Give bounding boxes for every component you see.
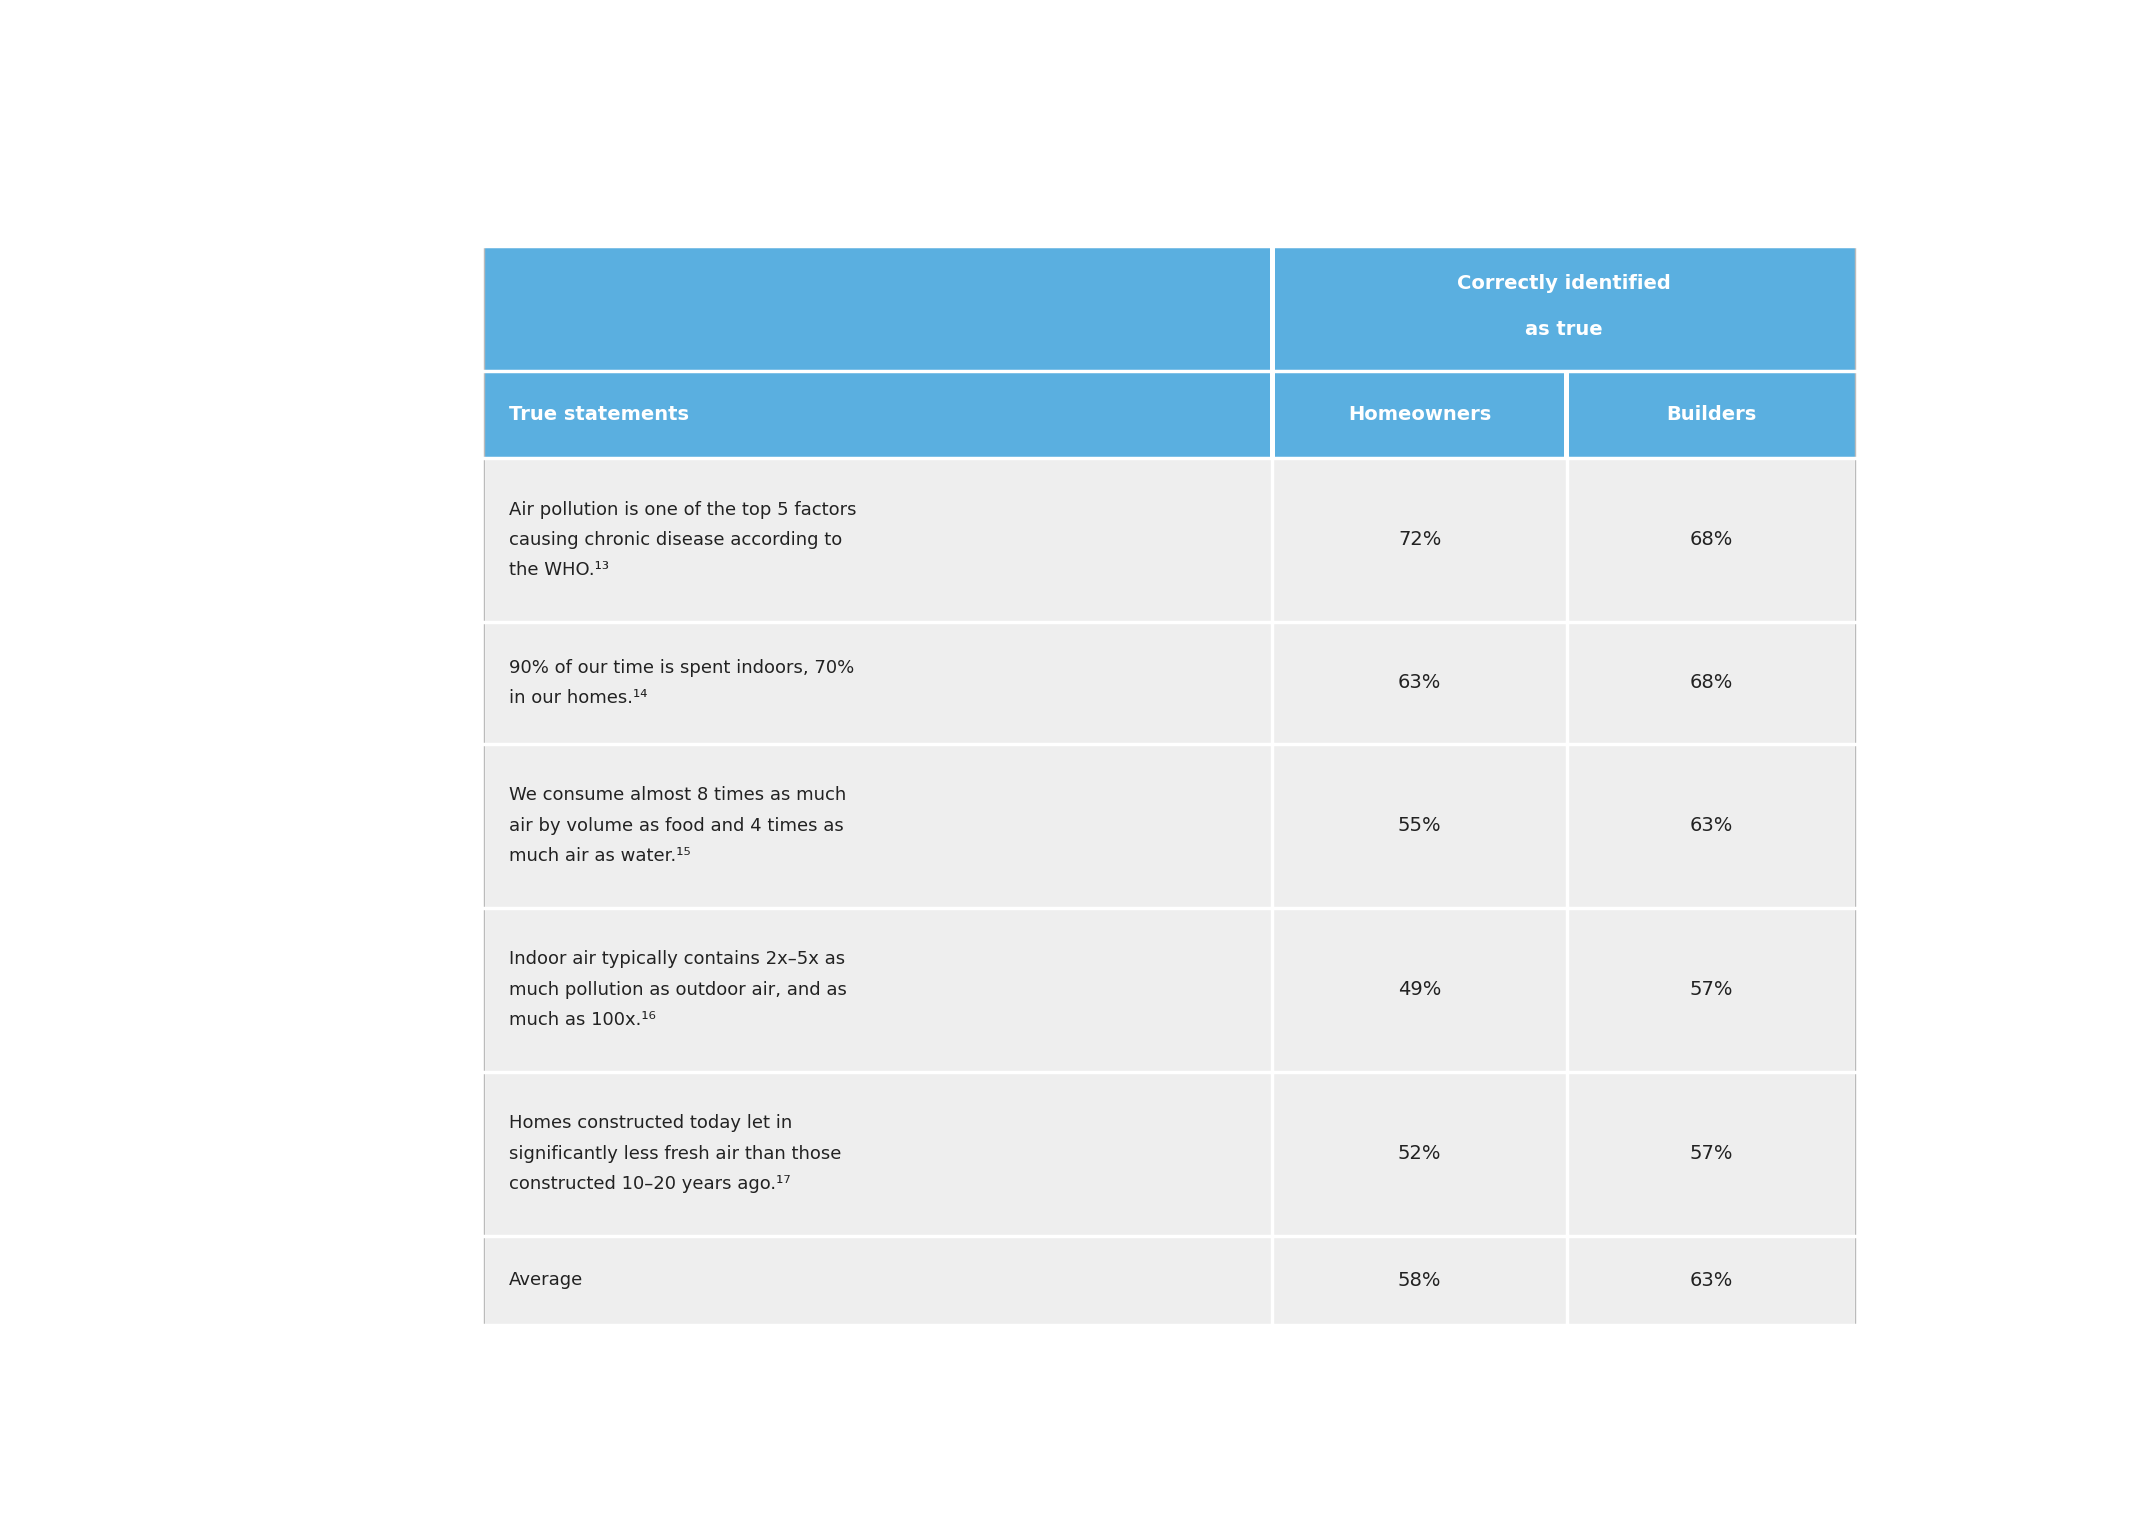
Text: We consume almost 8 times as much: We consume almost 8 times as much (508, 786, 847, 805)
Text: Homes constructed today let in: Homes constructed today let in (508, 1114, 791, 1132)
Text: Correctly identified: Correctly identified (1456, 273, 1670, 293)
Bar (485, 744, 1271, 908)
Bar (1567, 622, 1855, 744)
Bar (1567, 744, 1855, 908)
Text: 57%: 57% (1689, 1145, 1732, 1163)
Bar (1269, 246, 1276, 372)
Bar (1271, 458, 1567, 622)
Text: in our homes.¹⁴: in our homes.¹⁴ (508, 689, 647, 707)
Text: 72%: 72% (1398, 530, 1441, 550)
Text: much as 100x.¹⁶: much as 100x.¹⁶ (508, 1011, 656, 1029)
Text: the WHO.¹³: the WHO.¹³ (508, 562, 609, 580)
Text: 63%: 63% (1398, 674, 1441, 692)
Bar (1567, 1236, 1855, 1325)
Bar (1567, 458, 1855, 622)
Text: Average: Average (508, 1272, 583, 1289)
Bar (1567, 908, 1855, 1072)
Text: 68%: 68% (1689, 674, 1732, 692)
Bar (485, 1072, 1271, 1236)
Text: 49%: 49% (1398, 981, 1441, 999)
Text: causing chronic disease according to: causing chronic disease according to (508, 531, 843, 550)
Text: True statements: True statements (508, 405, 688, 424)
Bar (1271, 1072, 1567, 1236)
Text: Air pollution is one of the top 5 factors: Air pollution is one of the top 5 factor… (508, 501, 855, 519)
Bar (1269, 372, 1276, 458)
Bar (1565, 372, 1569, 458)
Text: much air as water.¹⁵: much air as water.¹⁵ (508, 847, 690, 865)
Text: 90% of our time is spent indoors, 70%: 90% of our time is spent indoors, 70% (508, 659, 853, 677)
Bar (1271, 622, 1567, 744)
Bar (1567, 1072, 1855, 1236)
Bar (1271, 246, 1855, 372)
Bar (485, 1236, 1271, 1325)
Bar (1271, 372, 1567, 458)
Text: air by volume as food and 4 times as: air by volume as food and 4 times as (508, 817, 845, 835)
Bar (485, 372, 1271, 458)
Bar (485, 622, 1271, 744)
Text: significantly less fresh air than those: significantly less fresh air than those (508, 1145, 840, 1163)
Bar (1271, 908, 1567, 1072)
Bar (485, 458, 1271, 622)
Bar (485, 246, 1271, 372)
Text: Indoor air typically contains 2x–5x as: Indoor air typically contains 2x–5x as (508, 950, 845, 968)
Text: 63%: 63% (1689, 1271, 1732, 1290)
Text: 55%: 55% (1398, 817, 1441, 835)
Text: constructed 10–20 years ago.¹⁷: constructed 10–20 years ago.¹⁷ (508, 1175, 791, 1193)
Bar (1567, 372, 1855, 458)
Text: 52%: 52% (1398, 1145, 1441, 1163)
Text: 63%: 63% (1689, 817, 1732, 835)
Text: 68%: 68% (1689, 530, 1732, 550)
Text: 58%: 58% (1398, 1271, 1441, 1290)
Text: 57%: 57% (1689, 981, 1732, 999)
Text: as true: as true (1524, 320, 1602, 340)
Bar (485, 908, 1271, 1072)
Text: Homeowners: Homeowners (1349, 405, 1492, 424)
Bar (485, 246, 1855, 1325)
Text: Builders: Builders (1666, 405, 1756, 424)
Bar (1271, 744, 1567, 908)
Text: much pollution as outdoor air, and as: much pollution as outdoor air, and as (508, 981, 847, 999)
Bar (1271, 1236, 1567, 1325)
